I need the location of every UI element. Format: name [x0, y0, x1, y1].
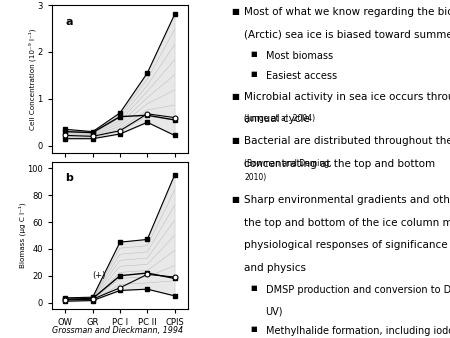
Text: (Arctic) sea ice is biased toward summertime basal ice: (Arctic) sea ice is biased toward summer… [244, 29, 450, 40]
Text: Microbial activity in sea ice occurs throughout the: Microbial activity in sea ice occurs thr… [244, 92, 450, 101]
Text: ■: ■ [251, 327, 257, 332]
Text: UV): UV) [266, 306, 283, 316]
Text: Methylhalide formation, including iodomethane: Methylhalide formation, including iodome… [266, 327, 450, 336]
Text: (Junge et al. 2004): (Junge et al. 2004) [244, 114, 315, 123]
Text: Grossman and Dieckmann, 1994: Grossman and Dieckmann, 1994 [52, 325, 183, 335]
Text: Most of what we know regarding the biology of: Most of what we know regarding the biolo… [244, 7, 450, 17]
Text: physiological responses of significance to chemistry: physiological responses of significance … [244, 240, 450, 250]
Text: annual cycle: annual cycle [244, 114, 314, 124]
Text: concentrating at the top and bottom: concentrating at the top and bottom [244, 159, 439, 169]
Text: ■: ■ [251, 71, 257, 77]
Text: DMSP production and conversion to DMS (T, S,: DMSP production and conversion to DMS (T… [266, 285, 450, 295]
Text: Easiest access: Easiest access [266, 71, 337, 81]
Text: Sharp environmental gradients and other stressors at: Sharp environmental gradients and other … [244, 195, 450, 205]
Y-axis label: Cell Concentration (10⁻⁹ l⁻¹): Cell Concentration (10⁻⁹ l⁻¹) [28, 28, 36, 130]
Text: Bacterial are distributed throughout the ice column,: Bacterial are distributed throughout the… [244, 136, 450, 146]
Y-axis label: Biomass (μg C l⁻¹): Biomass (μg C l⁻¹) [18, 202, 26, 268]
Text: (Bowman and Deming,: (Bowman and Deming, [244, 159, 332, 168]
Text: ■: ■ [251, 51, 257, 57]
Text: ■: ■ [232, 7, 239, 16]
Text: and physics: and physics [244, 263, 306, 273]
Text: b: b [65, 173, 73, 184]
Text: (+): (+) [93, 271, 106, 280]
Text: the top and bottom of the ice column may induce: the top and bottom of the ice column may… [244, 218, 450, 227]
Text: ■: ■ [232, 136, 239, 145]
Text: 2010): 2010) [244, 173, 267, 182]
Text: ■: ■ [251, 285, 257, 291]
Text: ■: ■ [232, 92, 239, 100]
Text: ■: ■ [232, 195, 239, 204]
Text: a: a [65, 17, 73, 27]
Text: Most biomass: Most biomass [266, 51, 333, 61]
